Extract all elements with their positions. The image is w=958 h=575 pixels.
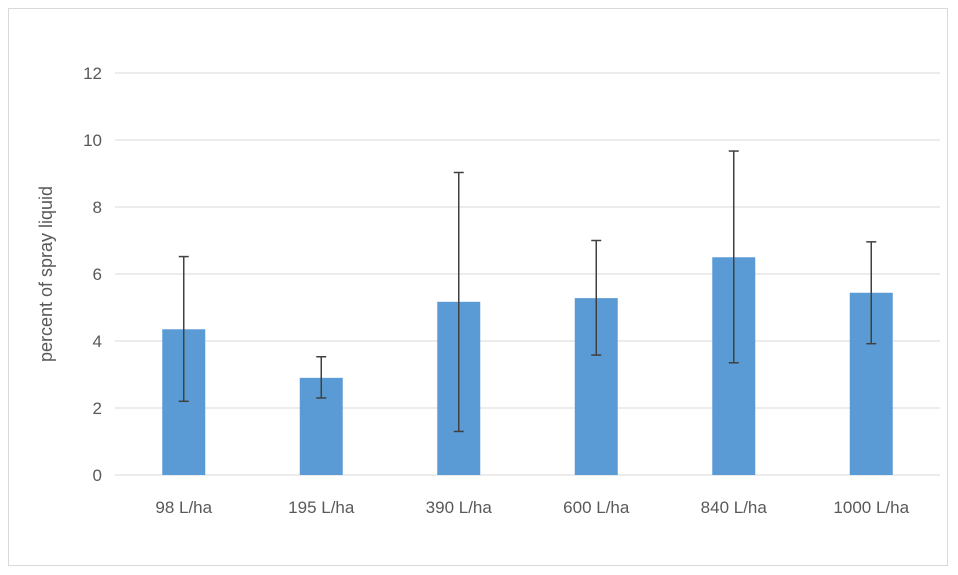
x-tick-label: 840 L/ha: [701, 498, 768, 517]
y-tick-label: 10: [83, 131, 102, 150]
x-tick-label: 98 L/ha: [155, 498, 212, 517]
y-tick-label: 8: [93, 198, 102, 217]
x-tick-label: 195 L/ha: [288, 498, 355, 517]
x-tick-label: 390 L/ha: [426, 498, 493, 517]
gridlines: [115, 72, 940, 476]
y-axis-title: percent of spray liquid: [36, 186, 56, 362]
error-bars: [178, 150, 877, 433]
y-tick-labels: 0 2 4 6 8 10 12: [83, 64, 102, 485]
y-tick-label: 4: [93, 332, 102, 351]
y-tick-label: 0: [93, 466, 102, 485]
y-tick-label: 2: [93, 399, 102, 418]
x-tick-label: 600 L/ha: [563, 498, 630, 517]
x-tick-labels: 98 L/ha 195 L/ha 390 L/ha 600 L/ha 840 L/ha 1…: [155, 498, 909, 517]
y-tick-label: 12: [83, 64, 102, 83]
bars: [162, 257, 893, 475]
y-tick-label: 6: [93, 265, 102, 284]
x-tick-label: 1000 L/ha: [833, 498, 909, 517]
